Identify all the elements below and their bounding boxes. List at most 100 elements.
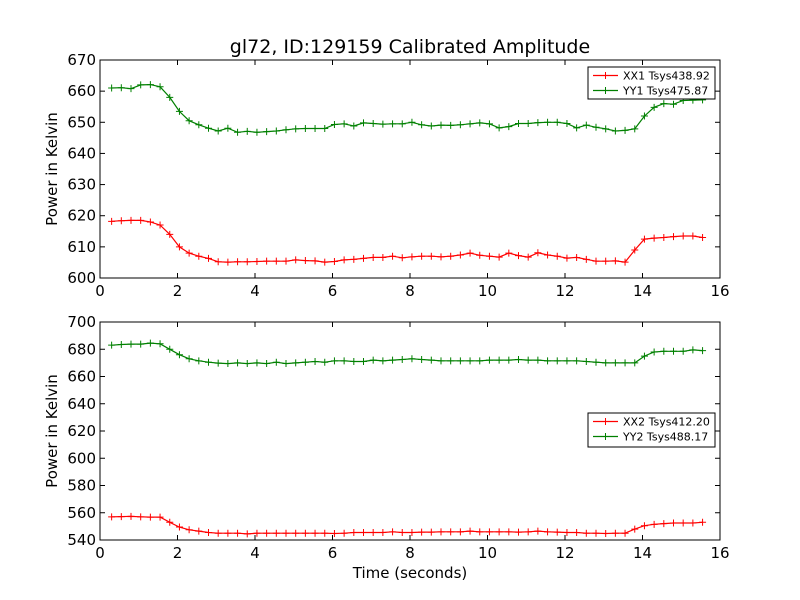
data-point xyxy=(253,529,261,537)
y-axis-label: Power in Kelvin xyxy=(43,374,61,488)
y-tick-label: 540 xyxy=(67,531,96,549)
data-point xyxy=(650,348,658,356)
data-point xyxy=(117,513,125,521)
data-point xyxy=(689,232,697,240)
data-point xyxy=(670,519,677,527)
data-point xyxy=(146,339,154,347)
data-point xyxy=(495,253,503,261)
data-point xyxy=(156,221,164,229)
data-point xyxy=(631,246,639,254)
data-point xyxy=(379,357,387,365)
data-point xyxy=(156,513,164,521)
data-point xyxy=(650,520,658,528)
data-point xyxy=(495,356,503,364)
data-point xyxy=(582,255,590,263)
data-point xyxy=(631,525,639,533)
data-point xyxy=(408,253,416,261)
data-point xyxy=(582,121,590,129)
data-point xyxy=(485,120,493,128)
data-point xyxy=(350,255,358,263)
data-point xyxy=(485,356,493,364)
legend-label: XX1 Tsys438.92 xyxy=(623,70,710,83)
data-point xyxy=(563,357,571,365)
data-point xyxy=(360,529,367,537)
data-point xyxy=(476,357,484,365)
data-point xyxy=(398,254,406,262)
data-point xyxy=(592,358,600,366)
data-point xyxy=(175,523,183,531)
legend: XX1 Tsys438.92 YY1 Tsys475.87 xyxy=(587,66,716,100)
data-point xyxy=(621,529,629,537)
data-point xyxy=(515,355,522,363)
data-point xyxy=(592,257,600,265)
data-point xyxy=(660,234,668,242)
data-point xyxy=(117,340,125,348)
y-axis-label: Power in Kelvin xyxy=(43,112,61,226)
x-tick-label: 16 xyxy=(710,544,729,562)
data-point xyxy=(369,120,377,128)
y-tick-label: 580 xyxy=(67,477,96,495)
data-point xyxy=(505,528,513,536)
data-point xyxy=(369,253,377,261)
data-point xyxy=(689,346,697,354)
data-point xyxy=(379,120,387,128)
data-point xyxy=(253,359,261,367)
data-point xyxy=(398,120,406,128)
data-point xyxy=(282,360,290,368)
data-point xyxy=(582,358,590,366)
data-point xyxy=(689,519,697,527)
data-point xyxy=(573,253,581,261)
data-point xyxy=(243,530,251,538)
data-point xyxy=(398,355,406,363)
data-point xyxy=(476,251,484,259)
data-point xyxy=(534,527,542,535)
x-tick-label: 0 xyxy=(95,544,105,562)
data-point xyxy=(621,258,629,266)
data-point xyxy=(185,117,193,125)
data-point xyxy=(224,124,232,132)
data-point xyxy=(534,356,542,364)
data-point xyxy=(544,357,552,365)
data-point xyxy=(447,528,455,536)
data-point xyxy=(234,529,242,537)
data-point xyxy=(456,528,464,536)
data-point xyxy=(234,359,242,367)
data-point xyxy=(321,358,329,366)
data-point xyxy=(611,529,619,537)
x-tick-label: 2 xyxy=(173,544,183,562)
data-point xyxy=(166,345,174,353)
data-point xyxy=(466,527,474,535)
data-point xyxy=(350,529,358,537)
data-point xyxy=(214,359,222,367)
data-point xyxy=(447,252,455,260)
data-point xyxy=(311,358,319,366)
data-point xyxy=(311,257,319,265)
data-point xyxy=(272,257,280,265)
data-point xyxy=(408,529,416,537)
data-point xyxy=(205,124,212,132)
data-point xyxy=(340,357,348,365)
x-tick-label: 16 xyxy=(710,282,729,300)
data-point xyxy=(330,357,338,365)
data-point xyxy=(243,360,251,368)
data-point xyxy=(563,254,571,262)
data-point xyxy=(553,118,561,126)
data-point xyxy=(175,351,183,359)
data-point xyxy=(108,513,116,521)
data-point xyxy=(360,119,367,127)
data-point xyxy=(175,107,183,115)
data-point xyxy=(369,356,377,364)
data-point xyxy=(524,120,532,128)
data-point xyxy=(330,120,338,128)
data-point xyxy=(195,252,203,260)
data-point xyxy=(292,359,300,367)
data-point xyxy=(679,232,687,240)
data-point xyxy=(602,125,610,133)
data-point xyxy=(175,243,183,251)
data-point xyxy=(650,234,658,242)
data-point xyxy=(389,252,397,260)
data-point xyxy=(485,252,493,260)
data-point xyxy=(146,218,154,226)
data-point xyxy=(466,357,474,365)
